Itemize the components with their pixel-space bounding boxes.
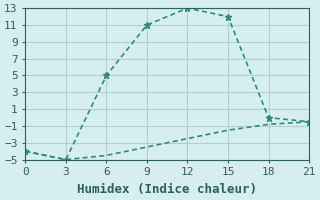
X-axis label: Humidex (Indice chaleur): Humidex (Indice chaleur) xyxy=(77,183,257,196)
